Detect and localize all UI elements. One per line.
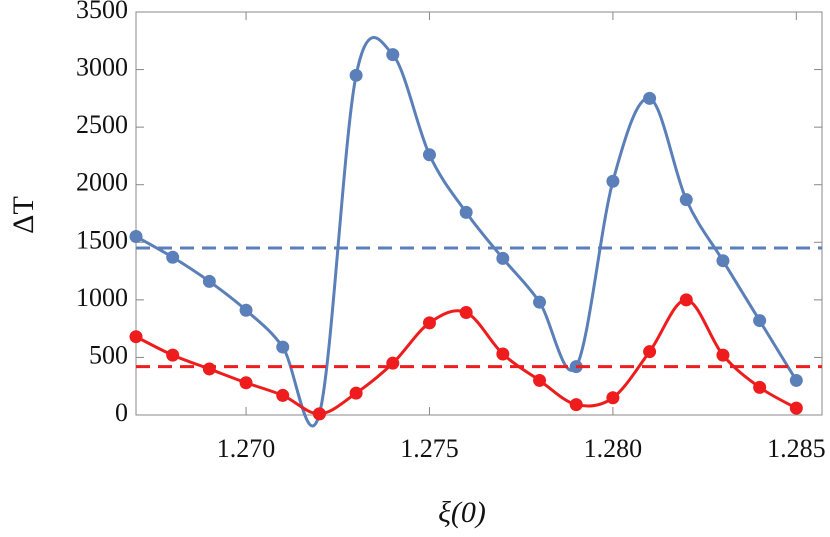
data-point	[679, 293, 693, 307]
data-point	[386, 48, 400, 62]
data-point	[716, 254, 730, 268]
y-tick-label: 2500	[76, 110, 128, 139]
y-tick-label: 3000	[76, 53, 128, 82]
data-point	[753, 314, 767, 328]
data-point	[276, 340, 290, 354]
data-point	[789, 373, 803, 387]
data-point	[459, 205, 473, 219]
x-tick-label: 1.275	[400, 434, 459, 463]
data-point	[606, 174, 620, 188]
y-tick-label: 0	[115, 398, 128, 427]
x-tick-label: 1.270	[217, 434, 276, 463]
plot-frame	[135, 11, 823, 416]
y-tick-label: 3500	[76, 0, 128, 24]
y-tick-label: 2000	[76, 168, 128, 197]
data-point	[533, 295, 547, 309]
data-point	[753, 380, 767, 394]
data-point	[569, 398, 583, 412]
series-line	[135, 36, 798, 428]
data-point	[349, 386, 363, 400]
data-point	[202, 274, 216, 288]
x-axis-label: ξ(0)	[438, 496, 486, 529]
y-tick-label: 500	[89, 340, 128, 369]
data-point	[312, 407, 326, 421]
data-point	[166, 348, 180, 362]
data-point	[496, 347, 510, 361]
data-point	[166, 250, 180, 264]
data-point	[533, 373, 547, 387]
data-point	[129, 330, 143, 344]
data-point	[789, 401, 803, 415]
y-tick-label: 1500	[76, 225, 128, 254]
data-point	[386, 356, 400, 370]
data-point	[276, 388, 290, 402]
data-point	[239, 303, 253, 317]
data-point	[202, 362, 216, 376]
data-point	[643, 345, 657, 359]
data-point	[606, 391, 620, 405]
y-axis-label: ΔT	[7, 196, 40, 234]
data-point	[129, 230, 143, 244]
data-point	[716, 348, 730, 362]
x-tick-label: 1.280	[584, 434, 643, 463]
data-point	[239, 376, 253, 390]
x-tick-label: 1.285	[767, 434, 826, 463]
data-point	[422, 316, 436, 330]
data-point	[643, 91, 657, 105]
data-point	[422, 148, 436, 162]
data-point	[349, 68, 363, 82]
y-tick-label: 1000	[76, 283, 128, 312]
data-point	[459, 306, 473, 320]
data-point	[679, 193, 693, 207]
data-point	[496, 251, 510, 265]
